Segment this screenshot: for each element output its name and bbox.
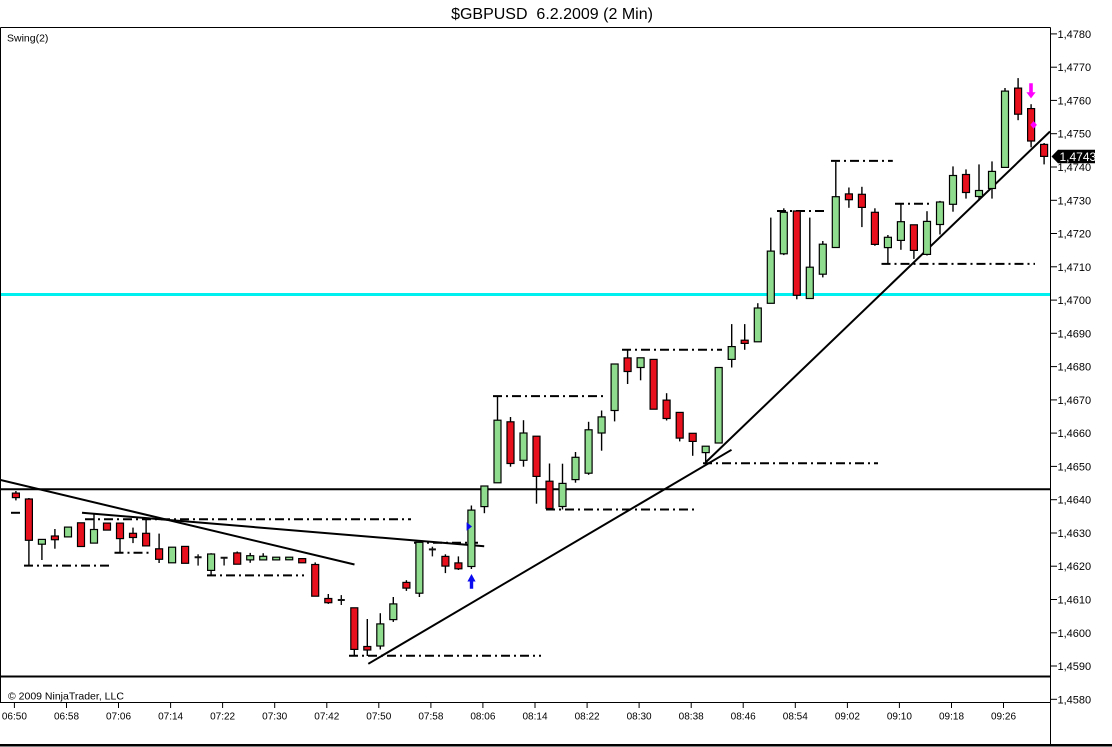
svg-text:08:30: 08:30 <box>627 712 652 723</box>
svg-text:09:18: 09:18 <box>939 712 964 723</box>
svg-text:1,4600: 1,4600 <box>1058 628 1092 640</box>
svg-text:07:14: 07:14 <box>158 712 183 723</box>
svg-text:1,4680: 1,4680 <box>1058 362 1092 374</box>
svg-text:08:46: 08:46 <box>731 712 756 723</box>
svg-text:1,4700: 1,4700 <box>1058 295 1092 307</box>
svg-text:08:14: 08:14 <box>522 712 547 723</box>
svg-text:1,4740: 1,4740 <box>1058 162 1092 174</box>
svg-text:1,4780: 1,4780 <box>1058 29 1092 41</box>
svg-text:1,4640: 1,4640 <box>1058 495 1092 507</box>
svg-text:$GBPUSD 6.2.2009 (2 Min): $GBPUSD 6.2.2009 (2 Min) <box>451 6 653 23</box>
svg-text:Swing(2): Swing(2) <box>7 33 48 45</box>
svg-text:06:50: 06:50 <box>2 712 27 723</box>
svg-text:07:30: 07:30 <box>262 712 287 723</box>
svg-text:1,4730: 1,4730 <box>1058 195 1092 207</box>
svg-text:08:22: 08:22 <box>575 712 600 723</box>
svg-text:1,4760: 1,4760 <box>1058 95 1092 107</box>
svg-text:07:22: 07:22 <box>210 712 235 723</box>
svg-text:07:50: 07:50 <box>366 712 391 723</box>
svg-text:09:26: 09:26 <box>991 712 1016 723</box>
svg-text:1,4770: 1,4770 <box>1058 62 1092 74</box>
svg-text:08:06: 08:06 <box>470 712 495 723</box>
svg-text:07:58: 07:58 <box>418 712 443 723</box>
svg-text:08:38: 08:38 <box>679 712 704 723</box>
svg-text:06:58: 06:58 <box>54 712 79 723</box>
svg-text:09:10: 09:10 <box>887 712 912 723</box>
svg-text:1,4660: 1,4660 <box>1058 428 1092 440</box>
svg-text:07:06: 07:06 <box>106 712 131 723</box>
svg-text:1,4690: 1,4690 <box>1058 328 1092 340</box>
svg-text:1,4610: 1,4610 <box>1058 595 1092 607</box>
svg-text:1,4750: 1,4750 <box>1058 129 1092 141</box>
svg-text:1,4620: 1,4620 <box>1058 561 1092 573</box>
svg-text:1,4670: 1,4670 <box>1058 395 1092 407</box>
svg-text:1,4650: 1,4650 <box>1058 461 1092 473</box>
svg-text:1,4580: 1,4580 <box>1058 694 1092 706</box>
svg-text:07:42: 07:42 <box>314 712 339 723</box>
svg-text:1,4630: 1,4630 <box>1058 528 1092 540</box>
svg-text:© 2009 NinjaTrader, LLC: © 2009 NinjaTrader, LLC <box>8 691 124 703</box>
svg-text:08:54: 08:54 <box>783 712 808 723</box>
svg-text:1,4710: 1,4710 <box>1058 262 1092 274</box>
svg-text:1,4743: 1,4743 <box>1060 150 1097 164</box>
svg-text:1,4720: 1,4720 <box>1058 229 1092 241</box>
svg-text:09:02: 09:02 <box>835 712 860 723</box>
svg-text:1,4590: 1,4590 <box>1058 661 1092 673</box>
